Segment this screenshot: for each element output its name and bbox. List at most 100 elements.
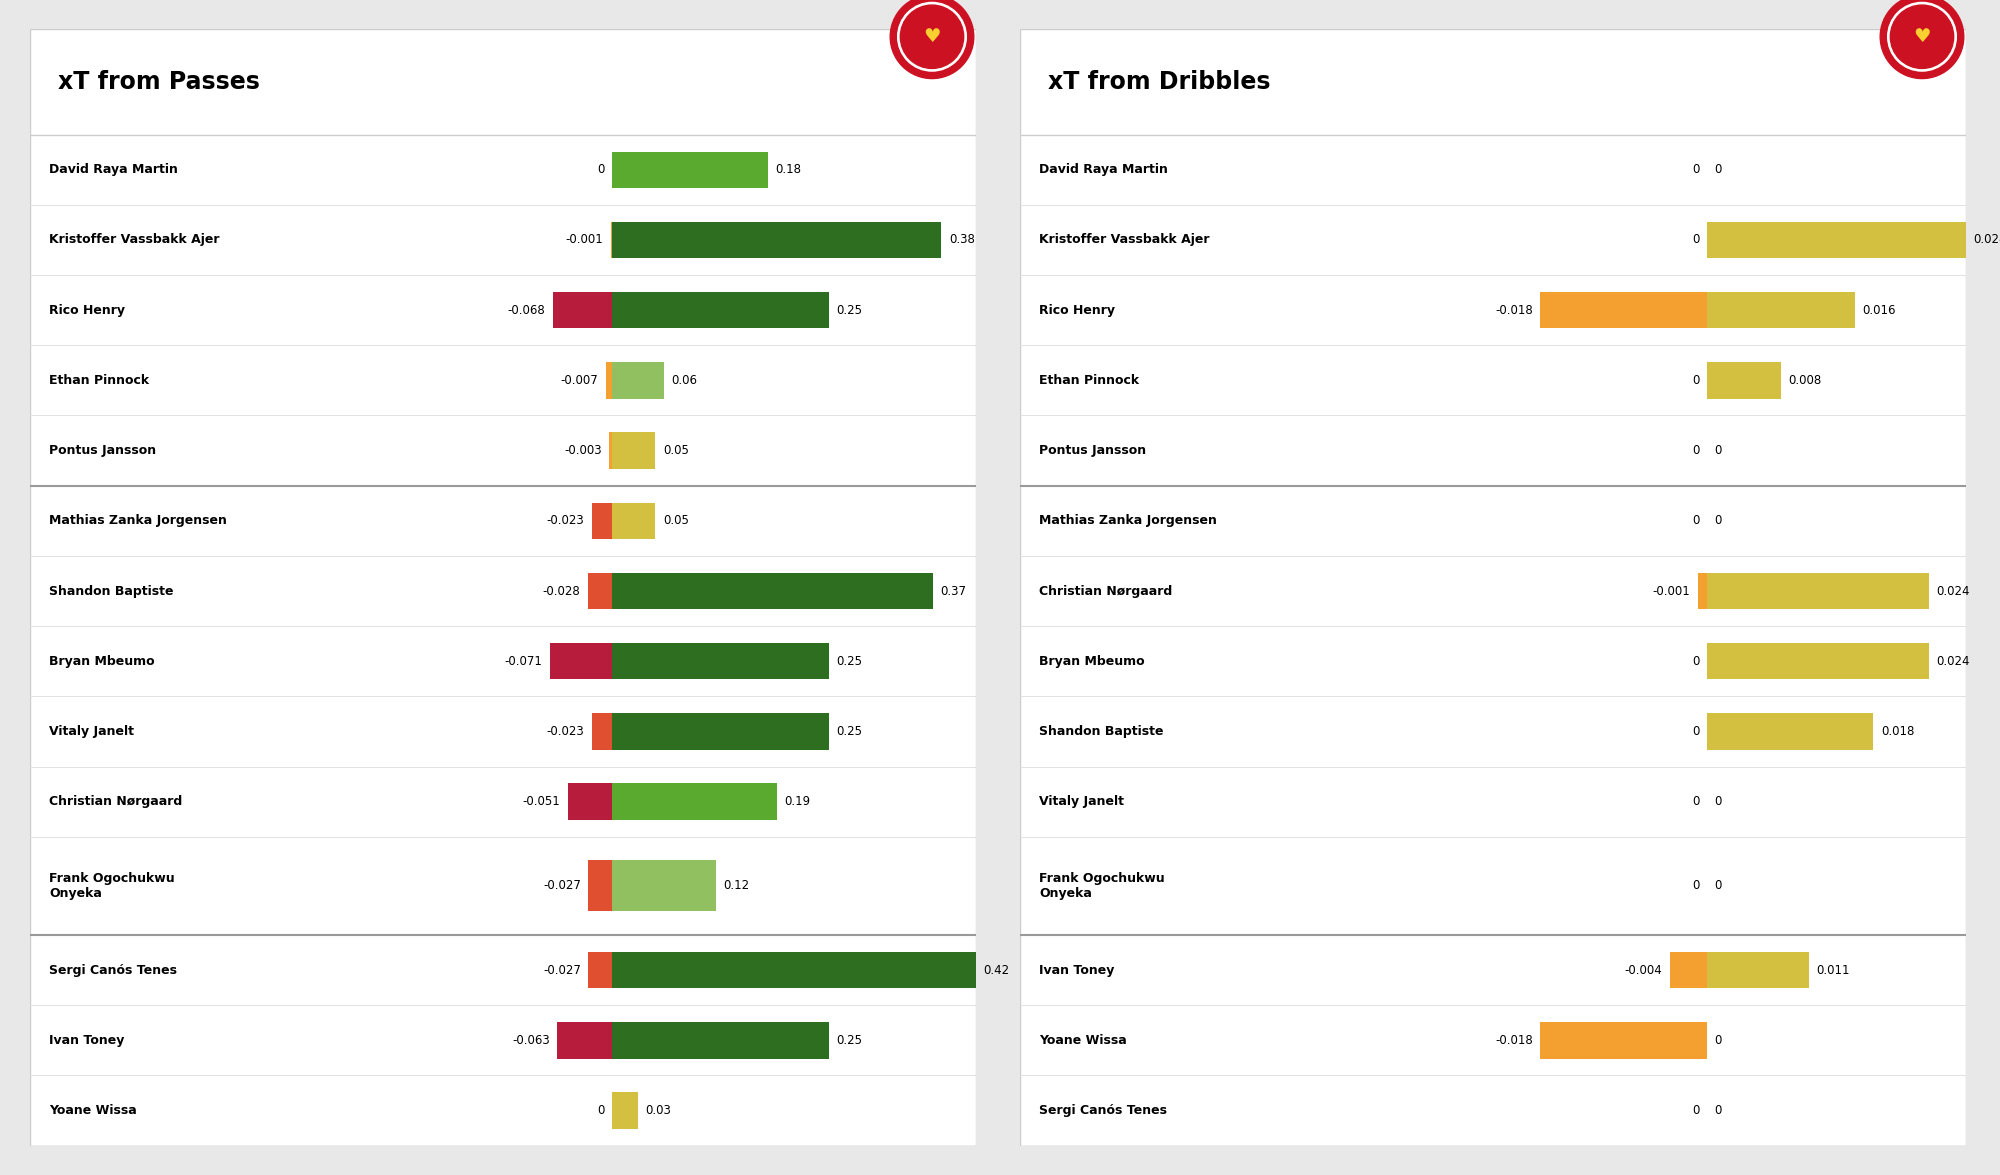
Text: 0.016: 0.016: [1862, 303, 1896, 317]
Text: 0.12: 0.12: [724, 879, 750, 892]
Text: 0.25: 0.25: [836, 654, 862, 667]
Text: 0: 0: [1692, 795, 1700, 808]
Text: -0.018: -0.018: [1494, 303, 1532, 317]
Text: -0.051: -0.051: [522, 795, 560, 808]
Text: Yoane Wissa: Yoane Wissa: [1038, 1034, 1126, 1047]
Bar: [1706, 643, 1928, 679]
Text: 0: 0: [1714, 879, 1722, 892]
Text: 0: 0: [1714, 515, 1722, 528]
Text: Shandon Baptiste: Shandon Baptiste: [1038, 725, 1164, 738]
Text: 0: 0: [1692, 515, 1700, 528]
Text: David Raya Martin: David Raya Martin: [1038, 163, 1168, 176]
Text: -0.023: -0.023: [546, 515, 584, 528]
Text: -0.018: -0.018: [1494, 1034, 1532, 1047]
Text: Kristoffer Vassbakk Ajer: Kristoffer Vassbakk Ajer: [1038, 234, 1210, 247]
Bar: [568, 784, 612, 820]
Text: 0.25: 0.25: [836, 725, 862, 738]
Text: Rico Henry: Rico Henry: [48, 303, 124, 317]
Text: 0.011: 0.011: [1816, 963, 1850, 976]
Text: 0.028: 0.028: [1974, 234, 2000, 247]
Text: 0: 0: [1692, 163, 1700, 176]
Text: 0.03: 0.03: [646, 1104, 672, 1117]
Text: -0.001: -0.001: [1652, 584, 1690, 598]
Circle shape: [898, 2, 966, 70]
Bar: [1698, 572, 1706, 610]
Text: Sergi Canós Tenes: Sergi Canós Tenes: [48, 963, 176, 976]
Text: Ivan Toney: Ivan Toney: [1038, 963, 1114, 976]
Text: -0.023: -0.023: [546, 725, 584, 738]
Bar: [1670, 952, 1706, 988]
Bar: [612, 291, 828, 329]
Text: 0: 0: [1714, 1104, 1722, 1117]
Text: 0.05: 0.05: [662, 444, 688, 457]
Bar: [1540, 291, 1706, 329]
Bar: [606, 362, 612, 398]
Text: 0: 0: [1714, 795, 1722, 808]
Bar: [558, 1022, 612, 1059]
Text: Christian Nørgaard: Christian Nørgaard: [1038, 584, 1172, 598]
Text: 0: 0: [596, 1104, 604, 1117]
Bar: [1540, 1022, 1706, 1059]
Text: 0.018: 0.018: [1882, 725, 1914, 738]
Bar: [612, 713, 828, 750]
Text: 0.024: 0.024: [1936, 584, 1970, 598]
Text: 0.05: 0.05: [662, 515, 688, 528]
Bar: [610, 432, 612, 469]
Text: 0.18: 0.18: [776, 163, 802, 176]
Text: -0.068: -0.068: [508, 303, 546, 317]
Bar: [612, 1022, 828, 1059]
Text: -0.027: -0.027: [544, 879, 580, 892]
Text: Ethan Pinnock: Ethan Pinnock: [48, 374, 150, 387]
Text: -0.028: -0.028: [542, 584, 580, 598]
Text: 0.06: 0.06: [672, 374, 698, 387]
Bar: [612, 860, 716, 912]
Bar: [612, 222, 942, 258]
Text: Shandon Baptiste: Shandon Baptiste: [48, 584, 174, 598]
Text: -0.071: -0.071: [504, 654, 542, 667]
Bar: [1706, 713, 1874, 750]
Text: -0.027: -0.027: [544, 963, 580, 976]
Text: 0: 0: [1692, 444, 1700, 457]
Bar: [1706, 362, 1780, 398]
Text: Ethan Pinnock: Ethan Pinnock: [1038, 374, 1140, 387]
Text: 0: 0: [1692, 234, 1700, 247]
Bar: [612, 643, 828, 679]
Text: -0.007: -0.007: [560, 374, 598, 387]
Text: 0.37: 0.37: [940, 584, 966, 598]
Circle shape: [1880, 0, 1964, 79]
Text: Rico Henry: Rico Henry: [1038, 303, 1114, 317]
Text: Ivan Toney: Ivan Toney: [48, 1034, 124, 1047]
Text: 0: 0: [596, 163, 604, 176]
Bar: [612, 152, 768, 188]
Bar: [592, 713, 612, 750]
Text: 0.024: 0.024: [1936, 654, 1970, 667]
Text: Bryan Mbeumo: Bryan Mbeumo: [48, 654, 154, 667]
Text: 0: 0: [1692, 654, 1700, 667]
Bar: [1706, 222, 1966, 258]
Text: 0: 0: [1692, 1104, 1700, 1117]
Text: -0.063: -0.063: [512, 1034, 550, 1047]
Bar: [612, 1093, 638, 1129]
Text: Vitaly Janelt: Vitaly Janelt: [1038, 795, 1124, 808]
Bar: [588, 952, 612, 988]
Text: -0.001: -0.001: [566, 234, 604, 247]
Text: Frank Ogochukwu
Onyeka: Frank Ogochukwu Onyeka: [48, 872, 174, 900]
Text: xT from Passes: xT from Passes: [58, 70, 260, 94]
Text: David Raya Martin: David Raya Martin: [48, 163, 178, 176]
Text: ♥: ♥: [1914, 27, 1930, 46]
Text: Mathias Zanka Jorgensen: Mathias Zanka Jorgensen: [48, 515, 226, 528]
Text: Mathias Zanka Jorgensen: Mathias Zanka Jorgensen: [1038, 515, 1216, 528]
Text: 0: 0: [1692, 879, 1700, 892]
Text: Pontus Jansson: Pontus Jansson: [48, 444, 156, 457]
Text: xT from Dribbles: xT from Dribbles: [1048, 70, 1270, 94]
Text: 0: 0: [1692, 374, 1700, 387]
Text: -0.003: -0.003: [564, 444, 602, 457]
Text: Bryan Mbeumo: Bryan Mbeumo: [1038, 654, 1144, 667]
Bar: [612, 503, 656, 539]
Text: Sergi Canós Tenes: Sergi Canós Tenes: [1038, 1104, 1166, 1117]
Bar: [588, 572, 612, 610]
Text: Frank Ogochukwu
Onyeka: Frank Ogochukwu Onyeka: [1038, 872, 1164, 900]
Bar: [612, 572, 932, 610]
Circle shape: [890, 0, 974, 79]
Bar: [550, 643, 612, 679]
